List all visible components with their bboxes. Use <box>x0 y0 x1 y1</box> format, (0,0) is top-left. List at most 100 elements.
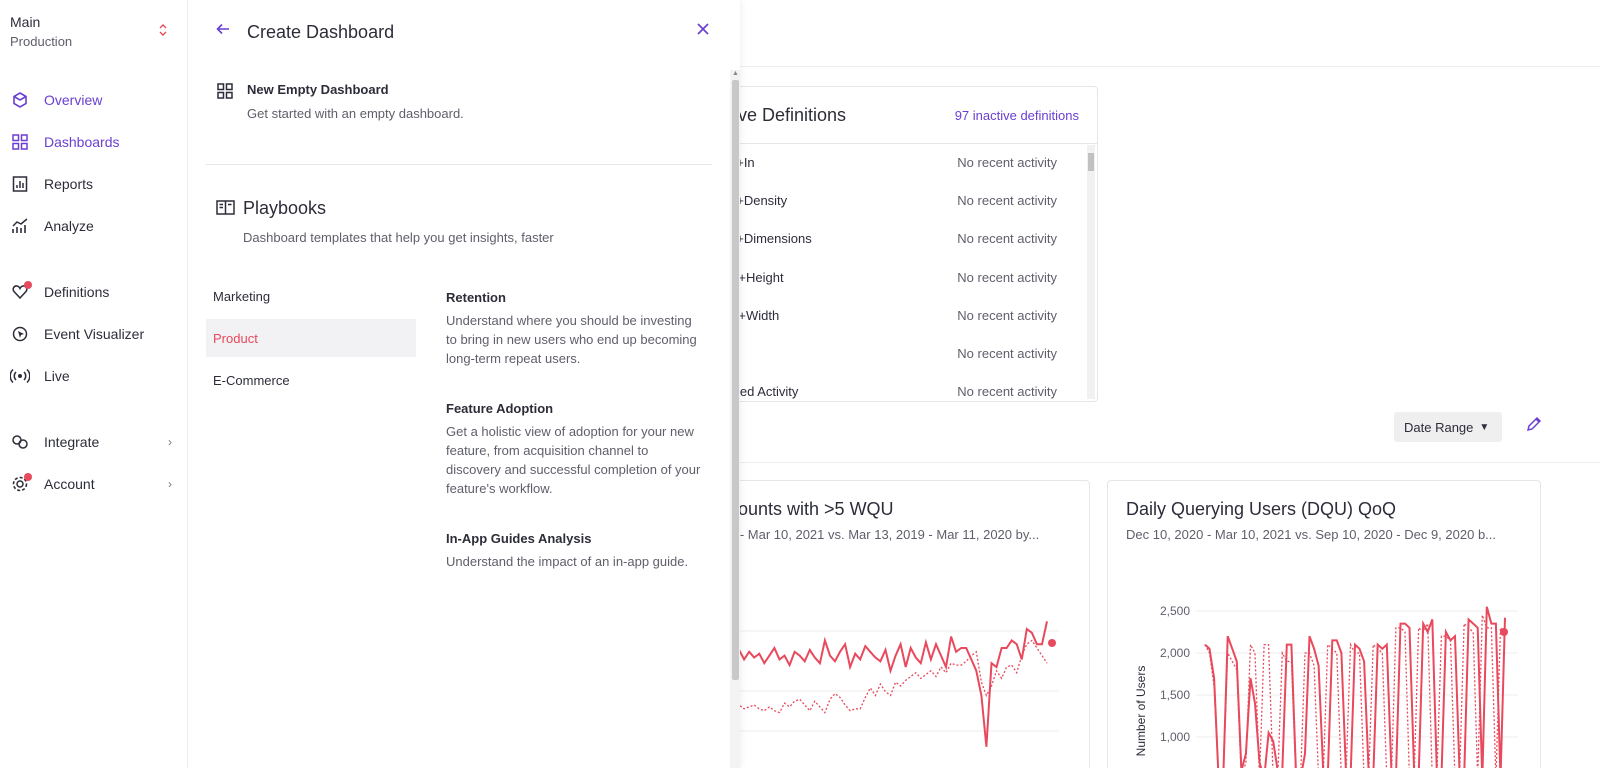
category-e-commerce[interactable]: E-Commerce <box>213 372 290 388</box>
date-range-label: Date Range <box>1404 419 1474 435</box>
chart-card-dqu: Daily Querying Users (DQU) QoQ Dec 10, 2… <box>1107 480 1541 768</box>
template-title: In-App Guides Analysis <box>446 531 592 546</box>
analyze-icon <box>10 216 30 236</box>
sidebar-item-account[interactable]: Account › <box>10 470 180 498</box>
chevron-down-icon: ▼ <box>1479 421 1490 433</box>
definition-status: No recent activity <box>957 270 1057 285</box>
chart-subtitle: 0 - Mar 10, 2021 vs. Mar 13, 2019 - Mar … <box>740 527 1040 542</box>
category-product[interactable]: Product <box>206 319 416 357</box>
definition-name: w+Height <box>740 270 784 285</box>
workspace-switcher[interactable]: Main Production <box>10 14 178 49</box>
series-line <box>740 639 1048 714</box>
broadcast-icon <box>10 366 30 386</box>
definition-name: uted Activity <box>740 384 799 399</box>
sidebar-item-label: Definitions <box>44 284 110 300</box>
report-icon <box>10 174 30 194</box>
notification-dot <box>24 473 32 481</box>
inactive-definitions-card: tive Definitions 97 inactive definitions… <box>740 86 1098 402</box>
list-item[interactable]: n+Density No recent activity <box>740 193 1079 231</box>
sidebar-item-event-visualizer[interactable]: Event Visualizer <box>10 320 180 348</box>
list-item[interactable]: n+Dimensions No recent activity <box>740 231 1079 269</box>
sidebar-item-live[interactable]: Live <box>10 362 180 390</box>
chart-subtitle: Dec 10, 2020 - Mar 10, 2021 vs. Sep 10, … <box>1126 527 1497 542</box>
notification-dot <box>24 281 32 289</box>
template-description: Get a holistic view of adoption for your… <box>446 424 701 496</box>
sidebar-item-label: Overview <box>44 92 103 108</box>
y-tick-label: 1,500 <box>1160 688 1190 702</box>
sidebar-item-dashboards[interactable]: Dashboards <box>10 128 180 156</box>
chevron-up-down-icon[interactable] <box>158 22 168 39</box>
line-chart: 1,000 1,500 2,000 2,500 Number of Users <box>1134 604 1518 768</box>
category-marketing[interactable]: Marketing <box>213 288 271 304</box>
arrow-left-icon <box>215 21 231 42</box>
back-button[interactable] <box>212 20 234 42</box>
template-description: Understand the impact of an in-app guide… <box>446 554 689 569</box>
template-retention[interactable]: Retention Understand where you should be… <box>446 290 706 368</box>
data-point <box>1048 639 1056 647</box>
list-item[interactable]: uted Activity No recent activity <box>740 384 1079 401</box>
list-item[interactable]: w+Height No recent activity <box>740 270 1079 308</box>
scrollbar-thumb[interactable] <box>732 80 739 680</box>
series-line <box>740 621 1048 747</box>
y-tick-label: 2,000 <box>1160 646 1190 660</box>
workspace-environment: Production <box>10 34 73 49</box>
pointer-icon <box>10 324 30 344</box>
gear-icon <box>10 473 32 494</box>
pencil-icon <box>1525 415 1543 438</box>
template-title: Retention <box>446 290 506 305</box>
definition-status: No recent activity <box>957 155 1057 170</box>
close-button[interactable] <box>692 20 714 42</box>
sidebar-item-label: Dashboards <box>44 134 120 150</box>
playbooks-title: Playbooks <box>243 198 327 218</box>
definition-status: No recent activity <box>957 384 1057 399</box>
scrollbar[interactable] <box>1087 145 1095 399</box>
definition-status: No recent activity <box>957 308 1057 323</box>
list-item[interactable]: d+In No recent activity <box>740 155 1079 193</box>
definitions-icon <box>10 281 32 302</box>
link-icon <box>10 432 30 452</box>
definition-status: No recent activity <box>957 346 1057 361</box>
date-range-dropdown[interactable]: Date Range ▼ <box>1394 412 1502 442</box>
card-title: tive Definitions <box>740 105 847 125</box>
chevron-right-icon: › <box>168 435 172 449</box>
sidebar-item-overview[interactable]: Overview <box>10 86 180 114</box>
sidebar-item-analyze[interactable]: Analyze <box>10 212 180 240</box>
sidebar-item-integrate[interactable]: Integrate › <box>10 428 180 456</box>
series-line <box>1204 614 1506 768</box>
definition-name: d+In <box>740 155 755 170</box>
edit-button[interactable] <box>1522 414 1546 438</box>
sidebar-item-label: Event Visualizer <box>44 326 145 342</box>
grid-icon <box>216 82 234 105</box>
template-in-app-guides[interactable]: In-App Guides Analysis Understand the im… <box>446 531 706 571</box>
sidebar-item-definitions[interactable]: Definitions <box>10 278 180 306</box>
y-tick-label: 2,500 <box>1160 604 1190 618</box>
sidebar-item-reports[interactable]: Reports <box>10 170 180 198</box>
series-line <box>1204 606 1506 768</box>
sidebar: Main Production Overview Dashboards Repo… <box>0 0 188 768</box>
definition-status: No recent activity <box>957 231 1057 246</box>
definition-name: w+Width <box>740 308 780 323</box>
divider <box>740 66 1600 67</box>
template-feature-adoption[interactable]: Feature Adoption Get a holistic view of … <box>446 401 706 498</box>
cube-icon <box>10 90 30 110</box>
definition-status: No recent activity <box>957 193 1057 208</box>
option-description: Get started with an empty dashboard. <box>247 106 464 121</box>
scroll-up-arrow-icon[interactable]: ▲ <box>732 70 739 77</box>
playbooks-header: Playbooks Dashboard templates that help … <box>216 196 696 246</box>
chart-title: counts with >5 WQU <box>740 499 894 519</box>
chart-title: Daily Querying Users (DQU) QoQ <box>1126 499 1397 519</box>
new-empty-dashboard-option[interactable]: New Empty Dashboard Get started with an … <box>216 78 696 128</box>
template-title: Feature Adoption <box>446 401 554 416</box>
close-icon <box>696 22 710 41</box>
scrollbar-thumb[interactable] <box>1088 153 1094 171</box>
y-axis-label: Number of Users <box>1134 666 1148 757</box>
list-item[interactable]: No recent activity <box>740 346 1079 384</box>
list-item[interactable]: w+Width No recent activity <box>740 308 1079 346</box>
chart-card-wqu: counts with >5 WQU 0 - Mar 10, 2021 vs. … <box>740 480 1090 768</box>
create-dashboard-drawer: Create Dashboard New Empty Dashboard Get… <box>188 0 740 768</box>
inactive-definitions-link[interactable]: 97 inactive definitions <box>954 108 1079 123</box>
sidebar-item-label: Account <box>44 476 95 492</box>
template-description: Understand where you should be investing… <box>446 313 697 366</box>
definition-name: n+Dimensions <box>740 231 812 246</box>
drawer-header: Create Dashboard <box>188 14 740 50</box>
